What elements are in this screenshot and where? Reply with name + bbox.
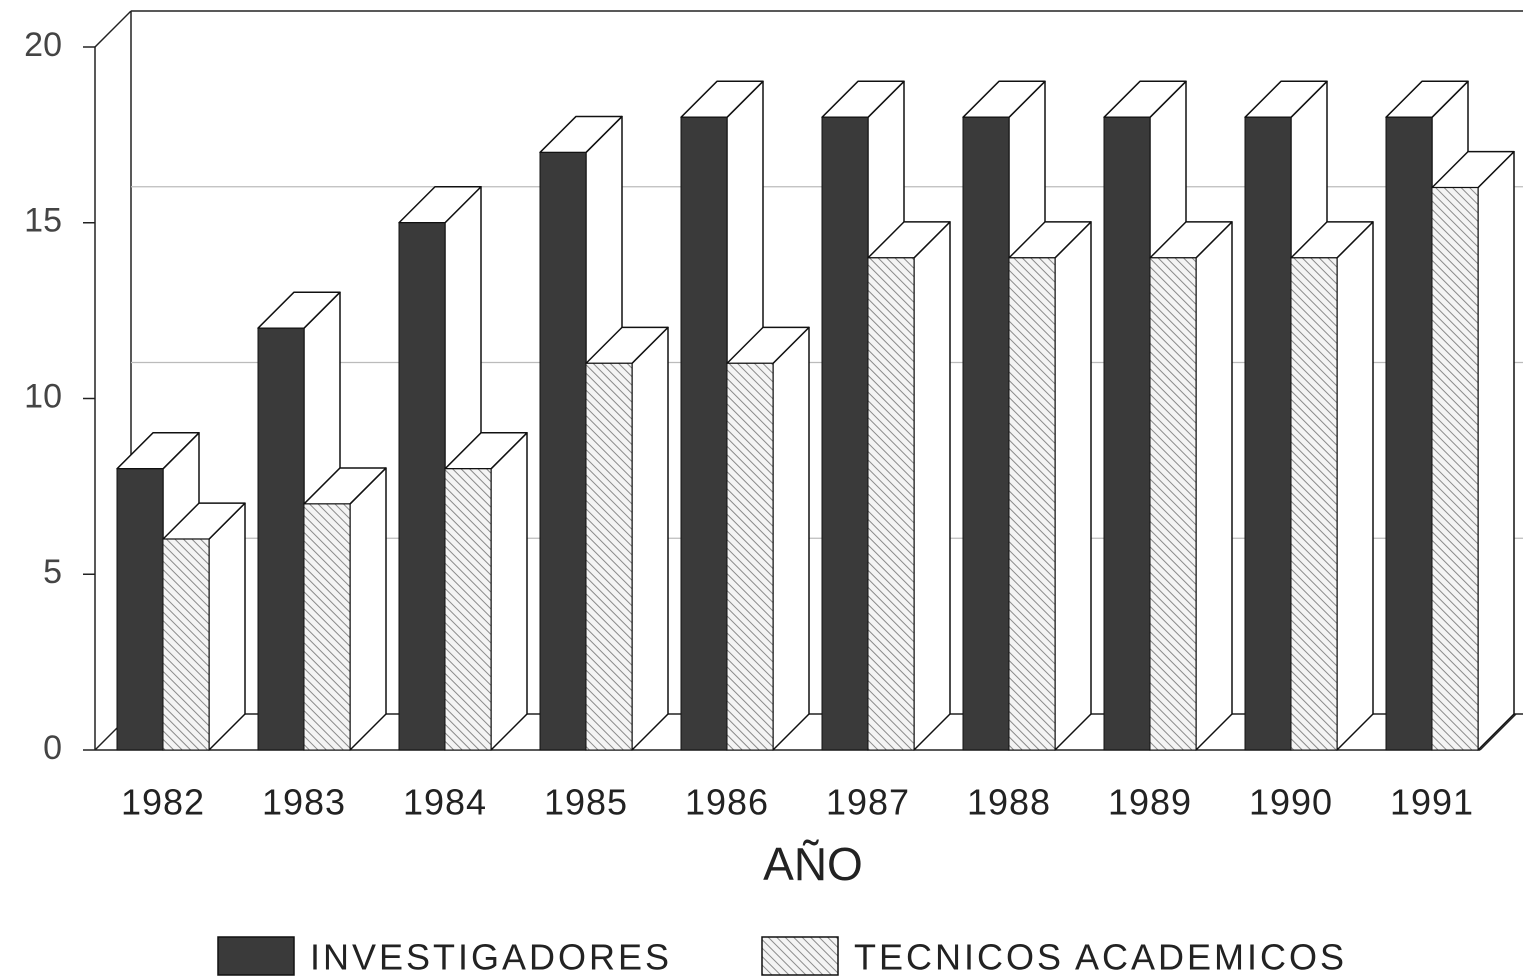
- bar: [1431, 187, 1479, 751]
- bar: [1244, 116, 1292, 751]
- bar: [962, 116, 1010, 751]
- left-wall-top: [94, 10, 132, 48]
- bar: [585, 362, 633, 751]
- x-tick-label: 1989: [1108, 782, 1192, 823]
- bar-side: [913, 221, 951, 751]
- x-tick-label: 1986: [685, 782, 769, 823]
- bar-side: [1336, 221, 1374, 751]
- bar-side: [208, 502, 246, 751]
- x-tick-label: 1984: [403, 782, 487, 823]
- bar: [1149, 257, 1197, 751]
- legend-swatch: [217, 936, 295, 976]
- x-tick-label: 1982: [121, 782, 205, 823]
- y-tick-label: 15: [24, 202, 62, 240]
- bar-side: [631, 326, 669, 751]
- y-tick-label: 10: [24, 377, 62, 415]
- bar: [398, 222, 446, 751]
- bar-side: [349, 467, 387, 751]
- bar: [1385, 116, 1433, 751]
- bar-side: [1477, 150, 1515, 751]
- legend-swatch: [761, 936, 839, 976]
- bar: [257, 327, 305, 751]
- bar: [867, 257, 915, 751]
- x-tick-label: 1991: [1390, 782, 1474, 823]
- bar: [726, 362, 774, 751]
- floor-right: [1479, 713, 1517, 751]
- bar-side: [1195, 221, 1233, 751]
- bar: [162, 538, 210, 751]
- y-tick-label: 5: [43, 553, 62, 591]
- bar-side: [490, 432, 528, 751]
- x-tick-label: 1988: [967, 782, 1051, 823]
- x-tick-label: 1985: [544, 782, 628, 823]
- bar-side: [772, 326, 810, 751]
- legend-label: INVESTIGADORES: [310, 937, 672, 978]
- bar: [821, 116, 869, 751]
- x-tick-label: 1990: [1249, 782, 1333, 823]
- bar: [1008, 257, 1056, 751]
- bar: [303, 503, 351, 751]
- y-tick-label: 20: [24, 26, 62, 64]
- bar: [444, 468, 492, 751]
- x-tick-label: 1987: [826, 782, 910, 823]
- bar-side: [1054, 221, 1092, 751]
- bar: [1103, 116, 1151, 751]
- bar: [680, 116, 728, 751]
- x-tick-label: 1983: [262, 782, 346, 823]
- x-axis-title: AÑO: [763, 838, 863, 890]
- bar: [1290, 257, 1338, 751]
- y-tick-label: 0: [43, 729, 62, 767]
- legend-label: TECNICOS ACADEMICOS: [854, 937, 1347, 978]
- bar: [116, 468, 164, 751]
- bar: [539, 151, 587, 751]
